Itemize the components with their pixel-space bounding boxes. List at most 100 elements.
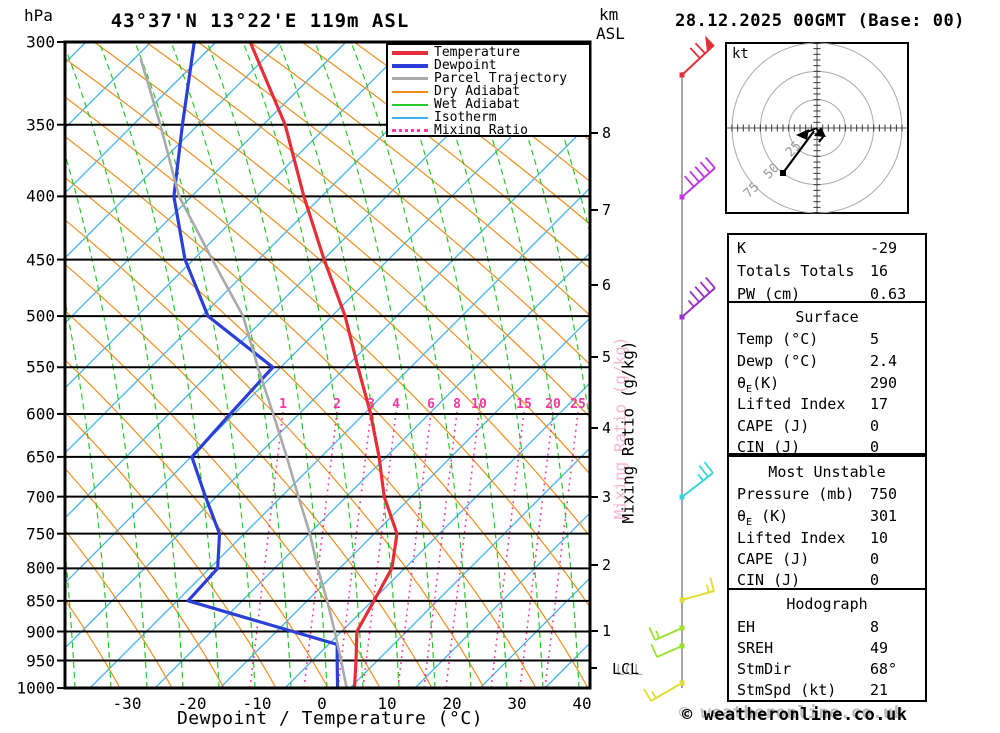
wind-barb <box>679 276 716 320</box>
isotherm-line <box>66 41 217 193</box>
index-row: PW (cm) 0.63 <box>737 285 919 304</box>
mixing-ratio-line <box>249 411 284 687</box>
dry-adiabat-line <box>66 58 589 537</box>
legend-label: Temperature <box>434 45 521 60</box>
most-unstable-value: 0 <box>870 571 880 589</box>
legend-sample-solid <box>392 50 428 55</box>
legend-label: Wet Adiabat <box>434 97 521 112</box>
hodograph-stat-label: StmDir <box>737 660 792 678</box>
mixing-ratio-value-6: 6 <box>427 397 435 412</box>
isotherm-line <box>66 41 542 518</box>
hodograph-stat-row: EH 8 <box>737 618 919 637</box>
most-unstable-label: CAPE (J) <box>737 550 810 568</box>
mixing-ratio-line <box>337 411 372 687</box>
legend-item: Parcel Trajectory <box>392 72 589 85</box>
km-label-3: 3 <box>602 488 612 506</box>
pressure-label-800: 800 <box>26 558 55 578</box>
index-value: 0.63 <box>870 285 907 303</box>
dry-adiabat-line <box>353 41 589 225</box>
parcel-trajectory-curve <box>139 58 348 687</box>
wind-barb <box>650 643 685 658</box>
isotherm-line <box>415 513 589 687</box>
wet-adiabat-line <box>458 41 580 687</box>
pressure-label-650: 650 <box>26 447 55 467</box>
most-unstable-label: Lifted Index <box>737 529 846 547</box>
wet-adiabat-line <box>350 41 472 687</box>
isotherm-line <box>350 448 589 687</box>
mixing-ratio-value-20: 20 <box>545 397 561 412</box>
wind-barb <box>648 625 685 641</box>
x-axis-title: Dewpoint / Temperature (°C) <box>176 708 484 729</box>
km-label-4: 4 <box>602 419 612 437</box>
temperature-curve <box>248 40 399 687</box>
isotherm-line <box>66 41 282 258</box>
hodograph-trace <box>780 127 826 176</box>
pressure-label-550: 550 <box>26 357 55 377</box>
mixing-ratio-value-8: 8 <box>453 397 461 412</box>
stats-box-bottom: Most Unstable Pressure (mb) 750 θE (K) 301 Li… <box>727 455 927 702</box>
section-divider <box>729 301 925 303</box>
dry-adiabat-line <box>301 41 589 269</box>
mixing-ratio-value-3: 3 <box>367 397 375 412</box>
pressure-label-300: 300 <box>26 32 55 52</box>
pressure-label-600: 600 <box>26 404 55 424</box>
most-unstable-row: CIN (J) 0 <box>737 571 919 590</box>
legend-item: Dewpoint <box>392 59 589 72</box>
legend-sample-dotted <box>392 129 428 132</box>
altitude-unit-km: km <box>599 5 619 24</box>
legend-label: Parcel Trajectory <box>434 71 568 86</box>
surface-label: CAPE (J) <box>737 417 810 435</box>
dry-adiabat-line <box>145 41 589 418</box>
stats-box-top: K -29 Totals Totals 16 PW (cm) 0.63 Surface Tem… <box>727 233 927 456</box>
most-unstable-value: 0 <box>870 550 880 568</box>
surface-value: 5 <box>870 330 880 348</box>
legend-item: Mixing Ratio <box>392 124 589 137</box>
mixing-ratio-line <box>423 411 458 687</box>
dry-adiabat-line <box>66 310 381 687</box>
isotherm-line <box>220 318 589 687</box>
isotherm-line <box>155 253 589 687</box>
pressure-label-850: 850 <box>26 591 55 611</box>
temp-label-0: 0 <box>317 694 327 713</box>
index-row: Totals Totals 16 <box>737 262 919 281</box>
temp-label--20: -20 <box>177 694 207 713</box>
legend-item: Isotherm <box>392 111 589 124</box>
surface-row: Dewp (°C) 2.4 <box>737 352 919 371</box>
index-label: Totals Totals <box>737 262 855 280</box>
isotherm-line <box>285 383 589 687</box>
hodograph-stat-value: 8 <box>870 618 880 636</box>
mixing-ratio-line <box>490 411 525 687</box>
legend-sample-solid <box>392 63 428 68</box>
surface-value: 290 <box>870 374 898 392</box>
most-unstable-value: 10 <box>870 529 889 547</box>
index-label: PW (cm) <box>737 285 801 303</box>
pressure-label-700: 700 <box>26 487 55 507</box>
section-divider <box>729 588 925 590</box>
isotherm-line <box>66 41 412 388</box>
mixing-ratio-value-2: 2 <box>333 397 341 412</box>
surface-label: Lifted Index <box>737 395 846 413</box>
surface-section-title: Surface <box>795 308 859 326</box>
dry-adiabat-line <box>66 96 589 607</box>
legend-label: Mixing Ratio <box>434 123 528 138</box>
dewpoint-curve <box>172 40 340 687</box>
lcl-label: LCL <box>612 660 640 678</box>
km-label-8: 8 <box>602 124 612 142</box>
km-label-5: 5 <box>602 348 612 366</box>
dry-adiabat-line <box>66 220 485 687</box>
legend-label: Isotherm <box>434 110 497 125</box>
wind-barb <box>643 680 685 702</box>
most-unstable-label: Pressure (mb) <box>737 485 855 503</box>
isotherm-line <box>66 58 589 583</box>
mixing-ratio-line <box>303 411 338 687</box>
sounding-curves <box>139 40 399 687</box>
hodograph-stat-row: StmDir 68° <box>737 660 919 679</box>
surface-label: Temp (°C) <box>737 330 819 348</box>
wet-adiabat-line <box>422 41 544 687</box>
surface-value: 2.4 <box>870 352 898 370</box>
datetime-header: 28.12.2025 00GMT (Base: 00) <box>675 11 965 31</box>
mixing-ratio-value-4: 4 <box>392 397 400 412</box>
page-title: 43°37'N 13°22'E 119m ASL <box>110 10 410 32</box>
dry-adiabat-line <box>405 41 589 182</box>
